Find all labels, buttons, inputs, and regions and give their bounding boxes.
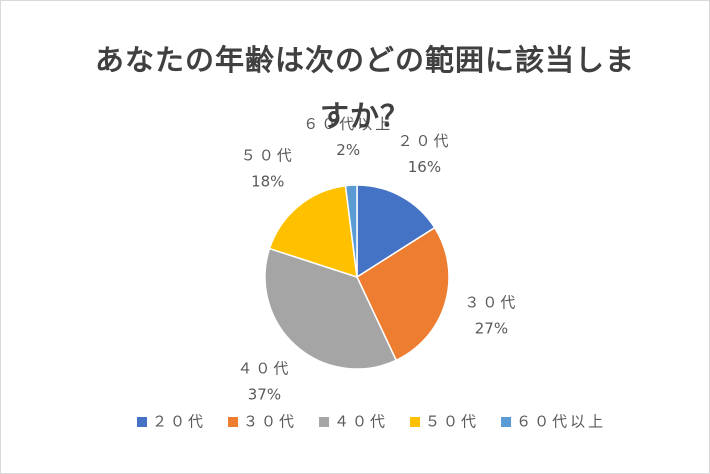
legend-swatch [137, 417, 147, 427]
legend-label: ２０代 [152, 413, 206, 431]
legend-label: ５０代 [425, 413, 479, 431]
legend-swatch [410, 417, 421, 427]
slice-value-label: 16% [408, 158, 441, 176]
pie-slice [356, 184, 436, 279]
slice-value-label: 18% [251, 173, 284, 191]
legend-swatch [228, 417, 239, 427]
legend-label: ３０代 [243, 413, 297, 431]
legend-label: ４０代 [334, 413, 388, 431]
pie-slice [268, 184, 358, 279]
slice-category-label: ６０代以上 [303, 115, 393, 133]
legend-swatch [501, 417, 512, 427]
slice-category-label: ４０代 [237, 360, 291, 378]
slice-category-label: ３０代 [464, 294, 518, 312]
pie-slice [344, 184, 358, 278]
slice-category-label: ５０代 [241, 147, 295, 165]
pie-slice [264, 247, 398, 370]
slice-value-label: 2% [336, 141, 360, 159]
chart-title: あなたの年齢は次のどの範囲に該当しますか？ [95, 43, 636, 133]
legend-swatch [319, 417, 330, 427]
slice-value-label: 27% [475, 320, 508, 338]
slice-category-label: ２０代 [397, 132, 451, 150]
legend-label: ６０代以上 [516, 413, 606, 431]
pie-slice [356, 226, 450, 362]
slice-value-label: 37% [248, 386, 281, 404]
